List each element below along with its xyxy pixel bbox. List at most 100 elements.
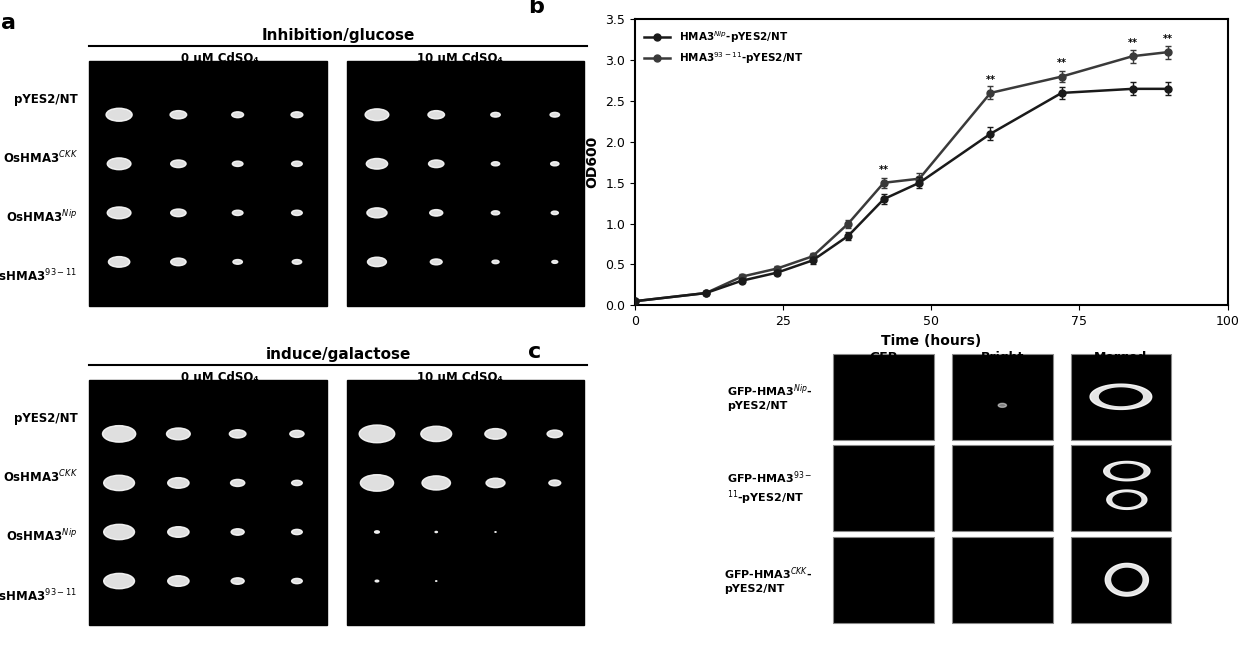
Bar bbox=[952, 445, 1053, 531]
Circle shape bbox=[108, 257, 130, 267]
Circle shape bbox=[103, 426, 135, 442]
Text: a: a bbox=[0, 14, 16, 34]
X-axis label: Time (hours): Time (hours) bbox=[882, 334, 981, 347]
Bar bbox=[89, 61, 326, 306]
Circle shape bbox=[549, 480, 560, 486]
Circle shape bbox=[171, 160, 186, 168]
Bar bbox=[89, 380, 326, 625]
Circle shape bbox=[420, 426, 451, 441]
Circle shape bbox=[229, 430, 246, 438]
Circle shape bbox=[366, 159, 388, 169]
Circle shape bbox=[491, 113, 500, 117]
Text: pYES2/NT: pYES2/NT bbox=[14, 93, 78, 105]
Polygon shape bbox=[1104, 461, 1149, 481]
Legend: HMA3$^{Nip}$-pYES2/NT, HMA3$^{93-11}$-pYES2/NT: HMA3$^{Nip}$-pYES2/NT, HMA3$^{93-11}$-pY… bbox=[640, 25, 807, 70]
Text: pYES2/NT: pYES2/NT bbox=[14, 412, 78, 425]
Circle shape bbox=[374, 531, 379, 533]
Circle shape bbox=[429, 160, 444, 168]
Circle shape bbox=[485, 428, 506, 439]
Text: **: ** bbox=[879, 164, 889, 175]
Circle shape bbox=[291, 161, 303, 166]
Text: GFP-HMA3$^{Nip}$-
pYES2/NT: GFP-HMA3$^{Nip}$- pYES2/NT bbox=[727, 382, 812, 411]
Circle shape bbox=[107, 207, 131, 219]
Text: **: ** bbox=[1163, 34, 1173, 44]
Circle shape bbox=[422, 476, 450, 490]
Circle shape bbox=[170, 111, 187, 119]
Circle shape bbox=[167, 527, 188, 537]
Text: Inhibition/glucose: Inhibition/glucose bbox=[262, 28, 415, 43]
Circle shape bbox=[998, 403, 1007, 408]
Circle shape bbox=[492, 260, 498, 264]
Bar bbox=[1070, 354, 1172, 440]
Circle shape bbox=[360, 425, 394, 443]
Polygon shape bbox=[1111, 465, 1143, 477]
Bar bbox=[1070, 537, 1172, 622]
Circle shape bbox=[231, 479, 244, 487]
Circle shape bbox=[551, 113, 559, 117]
Circle shape bbox=[291, 480, 303, 486]
Text: **: ** bbox=[986, 75, 996, 85]
Circle shape bbox=[104, 476, 134, 490]
Text: OsHMA3$^{Nip}$: OsHMA3$^{Nip}$ bbox=[6, 529, 78, 545]
Polygon shape bbox=[1107, 490, 1147, 509]
Circle shape bbox=[104, 573, 134, 589]
Text: induce/galactose: induce/galactose bbox=[265, 347, 412, 362]
Polygon shape bbox=[1100, 388, 1142, 406]
Circle shape bbox=[486, 478, 505, 488]
Circle shape bbox=[367, 208, 387, 218]
Circle shape bbox=[232, 210, 243, 215]
Circle shape bbox=[233, 259, 242, 264]
Circle shape bbox=[166, 428, 190, 440]
Circle shape bbox=[552, 211, 558, 215]
Circle shape bbox=[430, 210, 443, 216]
Text: OsHMA3$^{93-11}$: OsHMA3$^{93-11}$ bbox=[0, 269, 78, 285]
Text: GFP: GFP bbox=[869, 351, 898, 364]
Text: OsHMA3$^{CKK}$: OsHMA3$^{CKK}$ bbox=[2, 150, 78, 166]
Circle shape bbox=[291, 210, 303, 215]
Circle shape bbox=[290, 430, 304, 437]
Circle shape bbox=[428, 111, 444, 119]
Bar bbox=[833, 354, 934, 440]
Circle shape bbox=[430, 259, 443, 265]
Polygon shape bbox=[1114, 493, 1141, 507]
Bar bbox=[1070, 445, 1172, 531]
Circle shape bbox=[171, 209, 186, 217]
Circle shape bbox=[232, 161, 243, 166]
Text: OsHMA3$^{CKK}$: OsHMA3$^{CKK}$ bbox=[2, 469, 78, 486]
Bar bbox=[347, 380, 584, 625]
Text: 0 μM CdSO₄: 0 μM CdSO₄ bbox=[181, 52, 259, 65]
Bar bbox=[833, 537, 934, 622]
Circle shape bbox=[291, 578, 303, 584]
Circle shape bbox=[435, 531, 438, 532]
Circle shape bbox=[231, 529, 244, 535]
Polygon shape bbox=[1112, 569, 1142, 591]
Circle shape bbox=[107, 108, 133, 121]
Circle shape bbox=[365, 109, 389, 120]
Text: OsHMA3$^{Nip}$: OsHMA3$^{Nip}$ bbox=[6, 210, 78, 225]
Text: 10 μM CdSO₄: 10 μM CdSO₄ bbox=[417, 371, 503, 384]
Bar bbox=[952, 537, 1053, 622]
Text: OsHMA3$^{93-11}$: OsHMA3$^{93-11}$ bbox=[0, 587, 78, 604]
Text: **: ** bbox=[1127, 38, 1138, 48]
Circle shape bbox=[491, 211, 500, 215]
Bar bbox=[833, 445, 934, 531]
Circle shape bbox=[367, 257, 387, 267]
Text: b: b bbox=[528, 0, 544, 17]
Circle shape bbox=[231, 578, 244, 584]
Polygon shape bbox=[1105, 564, 1148, 596]
Circle shape bbox=[293, 259, 301, 264]
Circle shape bbox=[291, 529, 303, 534]
Text: Merged: Merged bbox=[1094, 351, 1147, 364]
Circle shape bbox=[361, 475, 393, 491]
Text: c: c bbox=[528, 342, 542, 362]
Circle shape bbox=[104, 524, 134, 540]
Circle shape bbox=[547, 430, 563, 438]
Text: 0 μM CdSO₄: 0 μM CdSO₄ bbox=[181, 371, 259, 384]
Circle shape bbox=[552, 261, 558, 263]
Text: Bright: Bright bbox=[981, 351, 1024, 364]
Text: GFP-HMA3$^{CKK}$-
pYES2/NT: GFP-HMA3$^{CKK}$- pYES2/NT bbox=[724, 565, 812, 594]
Circle shape bbox=[291, 112, 303, 118]
Circle shape bbox=[376, 580, 378, 582]
Text: GFP-HMA3$^{93-}$
$^{11}$-pYES2/NT: GFP-HMA3$^{93-}$ $^{11}$-pYES2/NT bbox=[728, 469, 812, 507]
Circle shape bbox=[167, 477, 188, 488]
